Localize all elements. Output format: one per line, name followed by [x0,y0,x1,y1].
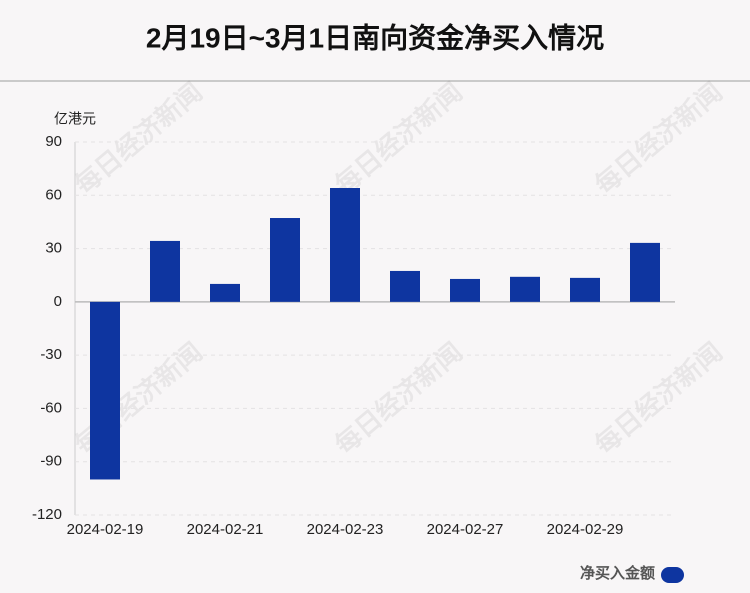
bar [570,277,600,302]
x-tick-label: 2024-02-21 [187,521,264,538]
bar [270,218,300,302]
x-tick-label: 2024-02-19 [67,521,144,538]
y-unit: 亿港元 [54,111,96,127]
bar [330,188,360,302]
bar [510,276,540,302]
bar [90,301,120,480]
bar [150,240,180,302]
y-tick-label: 90 [45,133,62,150]
x-tick-label: 2024-02-27 [427,521,504,538]
bar [210,283,240,302]
y-tick-label: -60 [40,399,62,416]
bar [450,278,480,302]
y-tick-label: 0 [54,293,62,310]
x-tick-label: 2024-02-29 [547,521,624,538]
x-tick-label: 2024-02-23 [307,521,384,538]
bar [390,270,420,302]
y-tick-label: -30 [40,346,62,363]
legend-label: 净买入金额 [580,564,655,582]
legend-swatch [661,567,684,583]
y-tick-label: 30 [45,240,62,257]
bar [630,242,660,302]
y-tick-label: -90 [40,453,62,470]
y-tick-label: -120 [32,506,62,523]
chart-title: 2月19日~3月1日南向资金净买入情况 [146,21,604,53]
y-tick-label: 60 [45,186,62,203]
